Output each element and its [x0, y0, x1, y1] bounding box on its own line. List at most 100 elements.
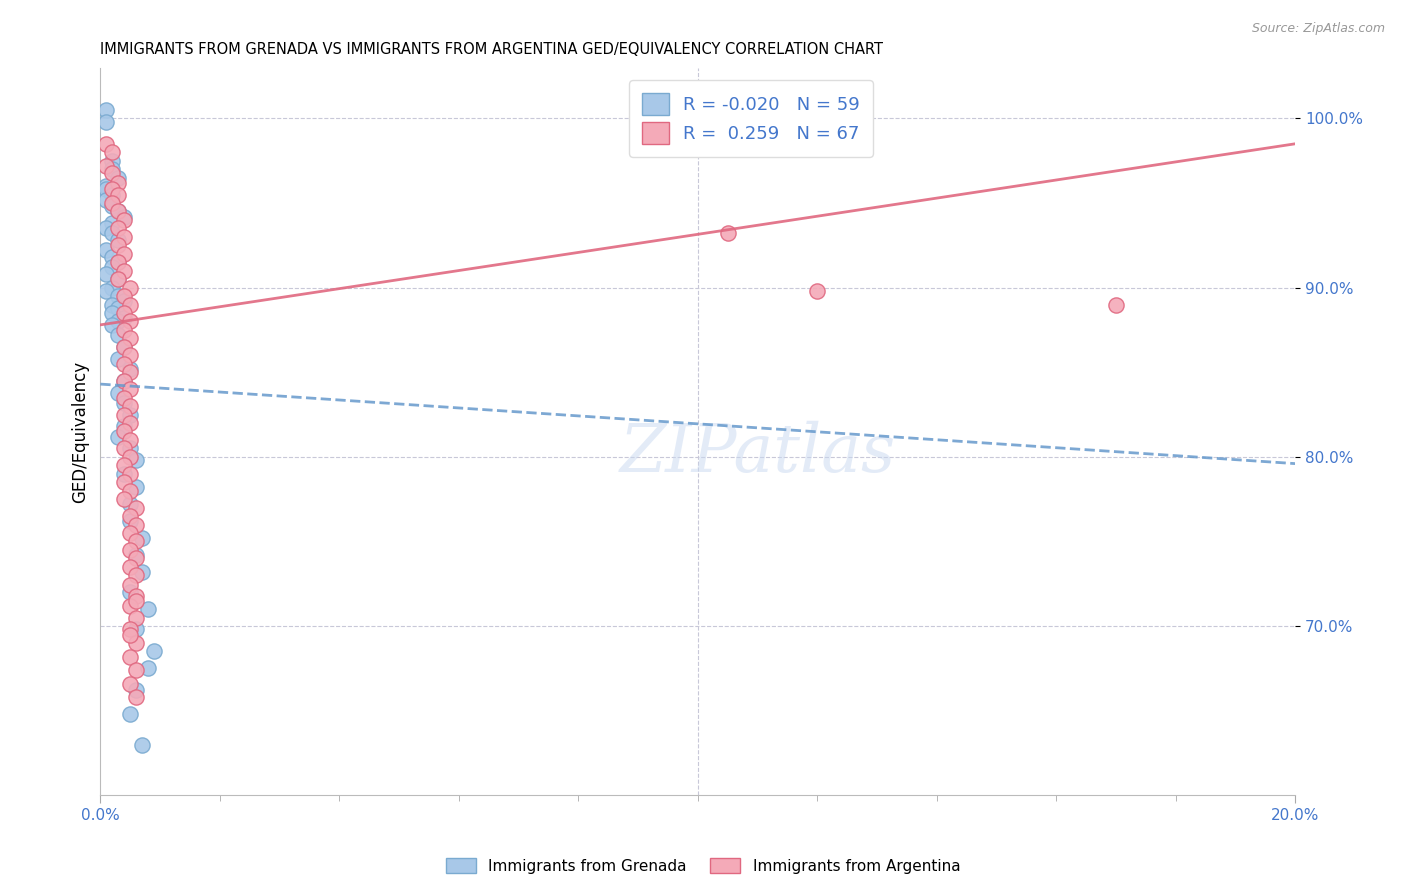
- Point: [125, 636, 148, 650]
- Point: [120, 442, 142, 456]
- Point: [107, 255, 129, 269]
- Point: [112, 425, 135, 439]
- Point: [120, 514, 142, 528]
- Point: [125, 500, 148, 515]
- Point: [107, 255, 129, 269]
- Point: [101, 196, 124, 211]
- Point: [120, 676, 142, 690]
- Point: [107, 221, 129, 235]
- Point: [107, 204, 129, 219]
- Point: [112, 391, 135, 405]
- Point: [112, 467, 135, 481]
- Point: [120, 365, 142, 379]
- Point: [112, 374, 135, 388]
- Point: [120, 399, 142, 413]
- Point: [125, 610, 148, 624]
- Point: [120, 483, 142, 498]
- Point: [136, 602, 159, 616]
- Point: [120, 297, 142, 311]
- Point: [112, 294, 135, 309]
- Point: [120, 599, 142, 613]
- Point: [125, 623, 148, 637]
- Point: [96, 159, 118, 173]
- Point: [136, 661, 159, 675]
- Point: [112, 408, 135, 422]
- Y-axis label: GED/Equivalency: GED/Equivalency: [72, 360, 89, 502]
- Point: [125, 453, 148, 467]
- Point: [101, 280, 124, 294]
- Point: [96, 284, 118, 298]
- Point: [112, 306, 135, 320]
- Point: [107, 314, 129, 328]
- Point: [107, 204, 129, 219]
- Point: [125, 663, 148, 677]
- Point: [107, 176, 129, 190]
- Legend: Immigrants from Grenada, Immigrants from Argentina: Immigrants from Grenada, Immigrants from…: [440, 852, 966, 880]
- Point: [120, 559, 142, 574]
- Point: [107, 272, 129, 286]
- Point: [101, 250, 124, 264]
- Point: [120, 467, 142, 481]
- Point: [125, 548, 148, 562]
- Point: [120, 331, 142, 345]
- Point: [107, 272, 129, 286]
- Point: [112, 419, 135, 434]
- Point: [96, 179, 118, 194]
- Point: [112, 230, 135, 244]
- Point: [125, 593, 148, 607]
- Point: [120, 280, 142, 294]
- Point: [101, 227, 124, 241]
- Text: Source: ZipAtlas.com: Source: ZipAtlas.com: [1251, 22, 1385, 36]
- Point: [120, 348, 142, 362]
- Point: [112, 458, 135, 473]
- Point: [112, 247, 135, 261]
- Point: [101, 297, 124, 311]
- Legend: R = -0.020   N = 59, R =  0.259   N = 67: R = -0.020 N = 59, R = 0.259 N = 67: [628, 80, 873, 157]
- Point: [112, 311, 135, 326]
- Point: [120, 526, 142, 541]
- Point: [107, 233, 129, 247]
- Point: [120, 382, 142, 396]
- Point: [112, 442, 135, 456]
- Point: [120, 627, 142, 641]
- Point: [96, 136, 118, 151]
- Point: [107, 429, 129, 443]
- Point: [112, 374, 135, 388]
- Text: IMMIGRANTS FROM GRENADA VS IMMIGRANTS FROM ARGENTINA GED/EQUIVALENCY CORRELATION: IMMIGRANTS FROM GRENADA VS IMMIGRANTS FR…: [100, 42, 883, 57]
- Point: [112, 289, 135, 303]
- Point: [101, 165, 124, 179]
- Point: [120, 416, 142, 430]
- Point: [1105, 297, 1128, 311]
- Point: [120, 433, 142, 447]
- Point: [120, 497, 142, 511]
- Point: [120, 649, 142, 664]
- Point: [107, 385, 129, 400]
- Text: ZIPatlas: ZIPatlas: [620, 421, 896, 486]
- Point: [96, 244, 118, 258]
- Point: [125, 480, 148, 494]
- Point: [96, 103, 118, 117]
- Point: [107, 170, 129, 185]
- Point: [120, 623, 142, 637]
- Point: [120, 585, 142, 599]
- Point: [107, 289, 129, 303]
- Point: [101, 260, 124, 275]
- Point: [125, 551, 148, 566]
- Point: [107, 187, 129, 202]
- Point: [101, 153, 124, 168]
- Point: [120, 314, 142, 328]
- Point: [112, 492, 135, 507]
- Point: [112, 323, 135, 337]
- Point: [120, 408, 142, 422]
- Point: [131, 738, 153, 752]
- Point: [806, 284, 828, 298]
- Point: [101, 306, 124, 320]
- Point: [120, 707, 142, 722]
- Point: [107, 351, 129, 366]
- Point: [131, 565, 153, 579]
- Point: [120, 450, 142, 464]
- Point: [125, 683, 148, 698]
- Point: [143, 644, 166, 658]
- Point: [125, 534, 148, 549]
- Point: [101, 318, 124, 332]
